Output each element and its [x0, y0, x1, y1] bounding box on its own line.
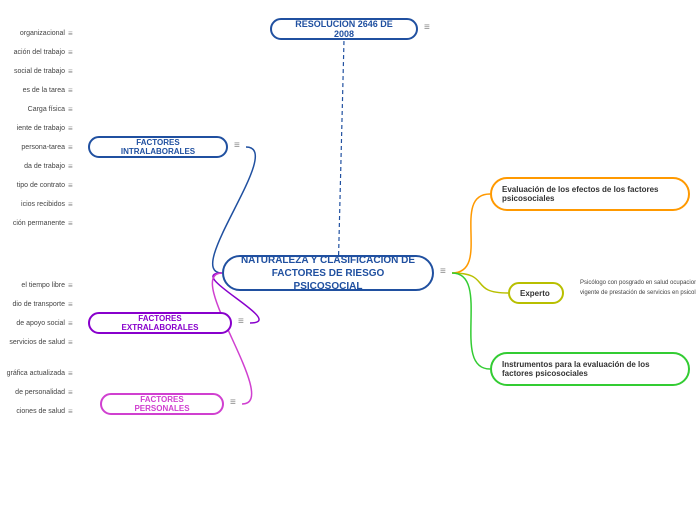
expand-icon[interactable]: ≡: [424, 22, 430, 33]
expand-icon[interactable]: ≡: [68, 407, 73, 416]
top-node[interactable]: RESOLUCION 2646 DE 2008: [270, 18, 418, 40]
expand-icon[interactable]: ≡: [68, 48, 73, 57]
top-title: RESOLUCION 2646 DE 2008: [284, 19, 404, 39]
expand-icon[interactable]: ≡: [68, 281, 73, 290]
leaf-label: Psicólogo con posgrado en salud ocupacio…: [580, 280, 696, 286]
expand-icon[interactable]: ≡: [238, 316, 244, 327]
leaf-label: organizacional: [0, 30, 65, 37]
expand-icon[interactable]: ≡: [68, 338, 73, 347]
central-title: NATURALEZA Y CLASIFICACION DE FACTORES D…: [236, 254, 420, 293]
leaf-label: ción permanente: [0, 220, 65, 227]
expand-icon[interactable]: ≡: [440, 266, 446, 277]
leaf-label: servicios de salud: [0, 339, 65, 346]
branch-node-right[interactable]: Evaluación de los efectos de los factore…: [490, 177, 690, 211]
leaf-label: de personalidad: [0, 389, 65, 396]
expand-icon[interactable]: ≡: [68, 300, 73, 309]
expand-icon[interactable]: ≡: [68, 319, 73, 328]
expand-icon[interactable]: ≡: [230, 397, 236, 408]
expand-icon[interactable]: ≡: [68, 143, 73, 152]
leaf-label: icios recibidos: [0, 201, 65, 208]
leaf-label: Carga física: [0, 106, 65, 113]
expand-icon[interactable]: ≡: [68, 67, 73, 76]
expand-icon[interactable]: ≡: [68, 105, 73, 114]
expand-icon[interactable]: ≡: [68, 388, 73, 397]
central-node[interactable]: NATURALEZA Y CLASIFICACION DE FACTORES D…: [222, 255, 434, 291]
branch-node-left[interactable]: FACTORES EXTRALABORALES: [88, 312, 232, 334]
expand-icon[interactable]: ≡: [68, 124, 73, 133]
leaf-label: ación del trabajo: [0, 49, 65, 56]
branch-node-left[interactable]: FACTORES PERSONALES: [100, 393, 224, 415]
expand-icon[interactable]: ≡: [68, 181, 73, 190]
leaf-label: vigente de prestación de servicios en ps…: [580, 290, 696, 296]
expand-icon[interactable]: ≡: [68, 162, 73, 171]
expand-icon[interactable]: ≡: [68, 29, 73, 38]
expand-icon[interactable]: ≡: [68, 219, 73, 228]
expand-icon[interactable]: ≡: [68, 200, 73, 209]
branch-node-left[interactable]: FACTORES INTRALABORALES: [88, 136, 228, 158]
leaf-label: gráfica actualizada: [0, 370, 65, 377]
leaf-label: da de trabajo: [0, 163, 65, 170]
leaf-label: dio de transporte: [0, 301, 65, 308]
leaf-label: el tiempo libre: [0, 282, 65, 289]
leaf-label: persona-tarea: [0, 144, 65, 151]
leaf-label: es de la tarea: [0, 87, 65, 94]
leaf-label: iente de trabajo: [0, 125, 65, 132]
leaf-label: de apoyo social: [0, 320, 65, 327]
leaf-label: ciones de salud: [0, 408, 65, 415]
branch-node-right[interactable]: Experto: [508, 282, 564, 304]
branch-node-right[interactable]: Instrumentos para la evaluación de los f…: [490, 352, 690, 386]
expand-icon[interactable]: ≡: [234, 140, 240, 151]
leaf-label: tipo de contrato: [0, 182, 65, 189]
leaf-label: social de trabajo: [0, 68, 65, 75]
expand-icon[interactable]: ≡: [68, 369, 73, 378]
expand-icon[interactable]: ≡: [68, 86, 73, 95]
